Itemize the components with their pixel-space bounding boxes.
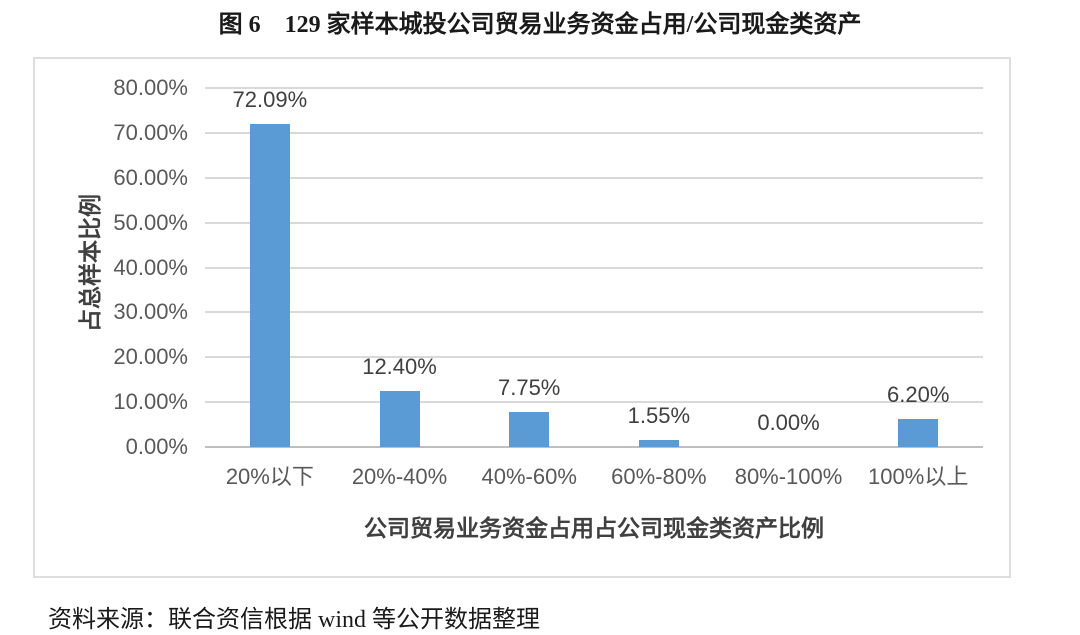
y-tick-label: 50.00%: [113, 209, 188, 235]
bar-value-label: 1.55%: [627, 403, 691, 429]
y-tick-label: 0.00%: [125, 434, 188, 459]
y-tick-label: 80.00%: [113, 75, 188, 100]
y-tick-label: 40.00%: [113, 254, 188, 280]
bar-value-label: 12.40%: [362, 354, 437, 380]
grid-line: [205, 176, 983, 179]
bar: [638, 440, 679, 447]
bar: [509, 412, 550, 447]
bar-slot: 1.55%: [594, 88, 724, 447]
x-category-label: 20%以下: [225, 464, 314, 489]
x-axis-category-labels: 20%以下 20%-40% 40%-60% 60%-80% 80%-100% 100%以上: [205, 463, 983, 491]
bar: [249, 123, 290, 447]
grid-line: [205, 266, 983, 269]
y-tick-label: 60.00%: [113, 164, 188, 190]
x-category-label: 40%-60%: [481, 464, 577, 489]
bar-value-label: 0.00%: [757, 410, 820, 435]
figure-title: 图 6 129 家样本城投公司贸易业务资金占用/公司现金类资产: [218, 12, 862, 38]
bar-value-label: 72.09%: [232, 86, 308, 112]
x-category-label: 20%-40%: [351, 464, 448, 489]
grid-line: [205, 311, 983, 314]
chart-container: 占总样本比例 80.00% 70.00% 60.00% 50.00% 40.00% 30.…: [33, 57, 1011, 578]
x-category-label: 60%-80%: [611, 464, 707, 489]
y-tick-label: 70.00%: [113, 119, 188, 145]
grid-line: [205, 131, 983, 134]
grid-line: [205, 356, 983, 359]
x-category-label: 100%以上: [868, 464, 969, 489]
bar-slot: 7.75%: [464, 88, 594, 447]
grid-line: [205, 401, 983, 404]
bar-slot: 0.00%: [724, 88, 854, 447]
bar-value-label: 7.75%: [497, 375, 561, 401]
source-note: 资料来源：联合资信根据 wind 等公开数据整理: [48, 607, 540, 633]
x-axis-line: [205, 446, 983, 448]
grid-line: [205, 221, 983, 224]
bar-slot: 72.09%: [205, 87, 335, 447]
y-tick-label: 10.00%: [113, 389, 188, 415]
bar-slot: 12.40%: [335, 88, 465, 447]
plot-area: 72.09% 12.40% 7.75% 1.55% 0.00% 6.20%: [205, 87, 983, 448]
y-tick-label: 20.00%: [113, 344, 188, 370]
grid-line: [205, 87, 983, 89]
bar-value-label: 6.20%: [887, 382, 950, 408]
x-category-label: 80%-100%: [734, 464, 843, 489]
bar-slot: 6.20%: [853, 88, 983, 447]
bar: [379, 391, 420, 447]
x-axis-title: 公司贸易业务资金占用占公司现金类资产比例: [364, 516, 824, 541]
bar: [898, 419, 939, 447]
bar-series: 72.09% 12.40% 7.75% 1.55% 0.00% 6.20%: [205, 87, 983, 447]
y-tick-label: 30.00%: [113, 299, 188, 325]
